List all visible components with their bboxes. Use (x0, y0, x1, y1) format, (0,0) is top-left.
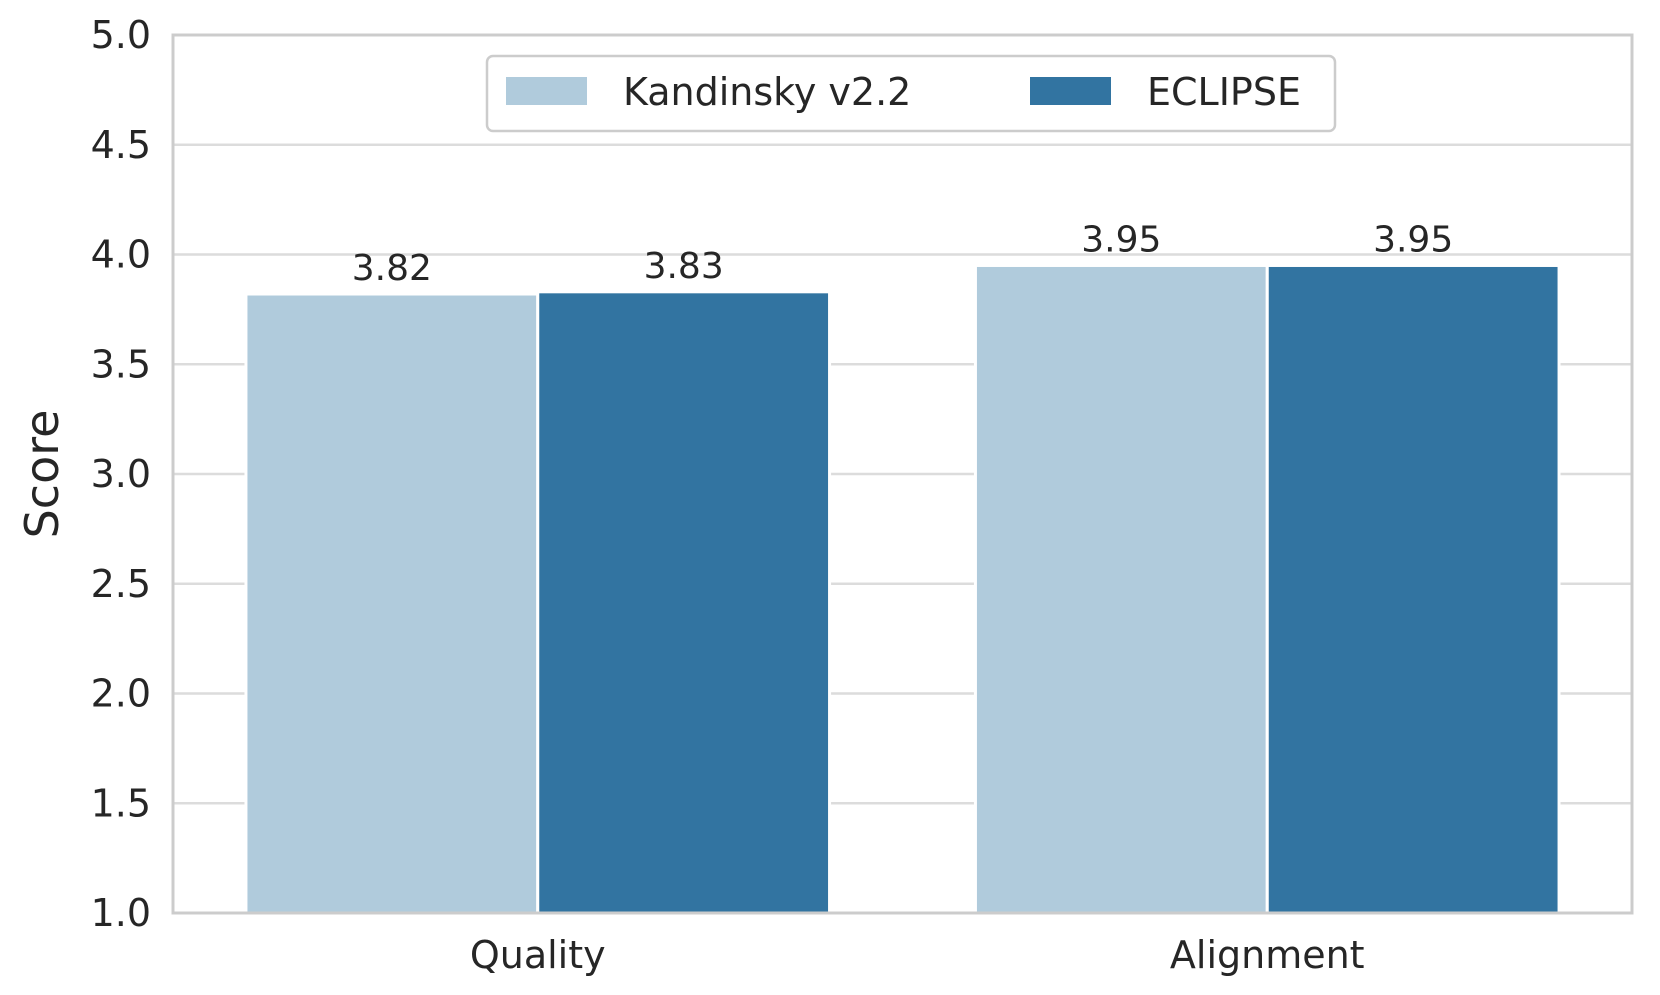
y-tick-label: 4.0 (91, 233, 151, 277)
plot-frame (171, 33, 1634, 915)
legend: Kandinsky v2.2 ECLIPSE (485, 54, 1337, 133)
data-label: 3.83 (644, 246, 724, 287)
legend-swatch (1030, 77, 1111, 105)
y-tick-label: 2.0 (91, 672, 151, 716)
y-tick-label: 1.0 (91, 891, 151, 935)
data-label: 3.82 (352, 248, 432, 289)
x-axis-ticks: Quality Alignment (470, 933, 1365, 977)
y-tick-label: 2.5 (91, 562, 151, 606)
y-tick-label: 3.5 (91, 342, 151, 386)
data-label: 3.95 (1373, 219, 1453, 260)
bar (536, 290, 832, 915)
bar (973, 263, 1269, 915)
bars (244, 263, 1561, 915)
x-tick-label: Alignment (1170, 933, 1365, 977)
legend-box (485, 54, 1337, 133)
legend-label: ECLIPSE (1147, 70, 1301, 114)
y-tick-label: 4.5 (91, 123, 151, 167)
x-tick-label: Quality (470, 933, 606, 977)
y-tick-label: 5.0 (91, 13, 151, 57)
bar (1265, 263, 1561, 915)
bar (244, 292, 540, 915)
legend-swatch (506, 77, 587, 105)
y-tick-label: 3.0 (91, 452, 151, 496)
y-axis-title: Score (15, 410, 69, 539)
data-label: 3.95 (1081, 219, 1161, 260)
legend-label: Kandinsky v2.2 (623, 70, 911, 114)
data-labels: 3.82 3.83 3.95 3.95 (352, 219, 1453, 289)
y-axis-ticks: 1.0 1.5 2.0 2.5 3.0 3.5 4.0 4.5 5.0 (91, 13, 151, 935)
y-tick-label: 1.5 (91, 781, 151, 825)
